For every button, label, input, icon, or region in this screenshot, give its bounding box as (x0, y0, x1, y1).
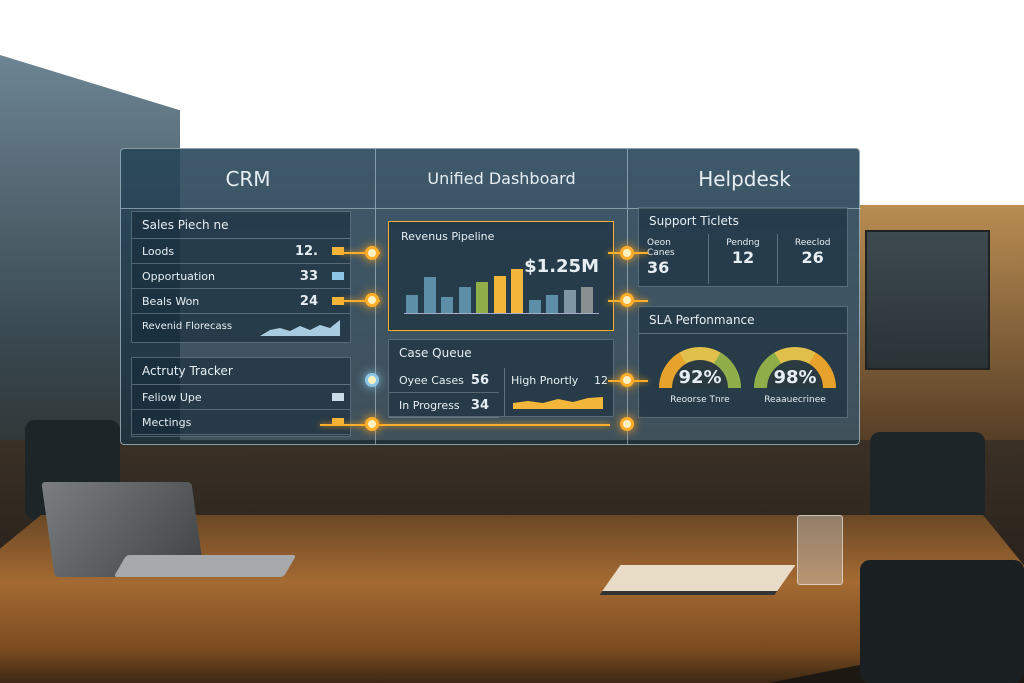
notepad (599, 565, 796, 595)
case-queue-card: Case Queue Oyee Cases 56 In Progress 34 Hi… (388, 339, 614, 418)
gauge-label: Reoorse Tnre (670, 395, 730, 405)
card-title: SLA Perfonmance (639, 307, 847, 334)
activity-tracker-card: Actruty Tracker Feliow Upe Mectings (131, 357, 351, 437)
forecast-sparkline (260, 319, 340, 336)
row-label: High Pnortly (511, 374, 579, 387)
crm-title: CRM (121, 149, 375, 209)
list-item[interactable]: Opportuation 33 (132, 264, 350, 289)
sla-performance-card: SLA Perfonmance 92% Reoorse Tnre 98% Rea… (638, 306, 848, 418)
helpdesk-title: Helpdesk (628, 149, 861, 209)
connector-node (620, 293, 634, 307)
row-label: Revenid Florecass (142, 321, 233, 332)
resolution-gauge: 98% Reaauecrinee (754, 347, 836, 417)
chair (860, 560, 1024, 683)
chip-icon (332, 272, 344, 280)
stat-label: Reeclod (794, 238, 831, 248)
row-label: Opportuation (142, 269, 215, 283)
chip-icon (332, 247, 344, 255)
row-value: 12 (594, 374, 608, 387)
revenue-bar (476, 281, 488, 313)
priority-sparkline (513, 397, 603, 409)
stat-resolved[interactable]: Reeclod 26 (778, 234, 847, 284)
list-item[interactable]: Mectings (132, 410, 350, 435)
unified-dashboard-column: Unified Dashboard Revenus Pipeline $1.25… (376, 149, 628, 444)
card-title: Sales Piech ne (132, 212, 350, 239)
revenue-bar (546, 294, 558, 313)
revenue-bar (458, 287, 471, 313)
water-glass (797, 515, 843, 585)
row-value: 34 (470, 397, 489, 413)
row-value: 56 (470, 372, 489, 388)
response-time-gauge: 92% Reoorse Tnre (659, 347, 741, 417)
stat-pending[interactable]: Pendng 12 (709, 234, 779, 284)
revenue-bar (423, 276, 436, 313)
revenue-pipeline-card: Revenus Pipeline $1.25M (388, 221, 614, 331)
forecast-row: Revenid Florecass (132, 314, 350, 339)
row-value: 33 (299, 268, 318, 284)
connector-node (620, 417, 634, 431)
stat-value: 26 (801, 248, 824, 267)
revenue-bar (493, 275, 506, 313)
gauge-value: 92% (678, 367, 722, 388)
revenue-bar (406, 294, 418, 313)
row-label: Loods (142, 244, 175, 258)
helpdesk-column: Helpdesk Support Ticlets Oeon Canes 36 Pe… (628, 149, 861, 444)
row-label: Oyee Cases (399, 373, 464, 387)
row-label: Beals Won (142, 294, 200, 308)
revenue-bar (441, 297, 453, 313)
dashboard-title: Unified Dashboard (376, 149, 627, 209)
row-label: Mectings (142, 415, 192, 429)
chip-icon (332, 418, 344, 426)
list-item[interactable]: Loods 12. (132, 239, 350, 264)
stat-value: 36 (647, 258, 670, 277)
card-title: Support Ticlets (649, 214, 739, 228)
stat-label: Pendng (726, 238, 760, 248)
row-label: In Progress (399, 398, 460, 412)
list-item[interactable]: Beals Won 24 (132, 289, 350, 314)
stat-value: 12 (731, 248, 755, 267)
support-tickets-card: Support Ticlets Oeon Canes 36 Pendng 12 Re… (638, 207, 848, 287)
gauge-value: 98% (773, 367, 817, 388)
calendar-icon (332, 393, 344, 401)
connector-node (365, 246, 379, 260)
background-monitor (865, 230, 990, 370)
row-value: 24 (299, 293, 318, 309)
stat-open[interactable]: Oeon Canes 36 (639, 234, 709, 284)
connector-node (365, 373, 379, 387)
chip-icon (332, 297, 344, 305)
revenue-bar (528, 300, 541, 313)
row-label: Feliow Upe (142, 390, 202, 404)
connector-node (365, 293, 379, 307)
card-title: Actruty Tracker (132, 358, 350, 385)
high-priority-row[interactable]: High Pnortly 12 (505, 368, 614, 393)
revenue-total: $1.25M (524, 256, 599, 277)
laptop-keyboard (113, 555, 297, 577)
connector-line (320, 424, 610, 426)
crm-column: CRM Sales Piech ne Loods 12. Opportuation… (121, 149, 376, 444)
connector-node (365, 417, 379, 431)
card-title: Revenus Pipeline (401, 230, 495, 243)
connector-line (340, 252, 380, 254)
revenue-bar (581, 287, 593, 313)
list-item[interactable]: Feliow Upe (132, 385, 350, 410)
stat-label: Oeon Canes (647, 238, 675, 258)
holographic-dashboard: CRM Sales Piech ne Loods 12. Opportuation… (120, 148, 861, 445)
gauge-label: Reaauecrinee (764, 395, 826, 405)
revenue-bar (511, 268, 523, 313)
revenue-bar (563, 289, 576, 313)
connector-line (340, 300, 380, 302)
list-item[interactable]: In Progress 34 (389, 393, 499, 418)
row-value: 12. (294, 243, 318, 259)
connector-node (620, 246, 634, 260)
card-title: Case Queue (399, 346, 472, 360)
revenue-bar-chart (404, 262, 599, 314)
connector-node (620, 373, 634, 387)
sales-pipeline-card: Sales Piech ne Loods 12. Opportuation 33 B… (131, 211, 351, 343)
list-item[interactable]: Oyee Cases 56 (389, 368, 499, 393)
